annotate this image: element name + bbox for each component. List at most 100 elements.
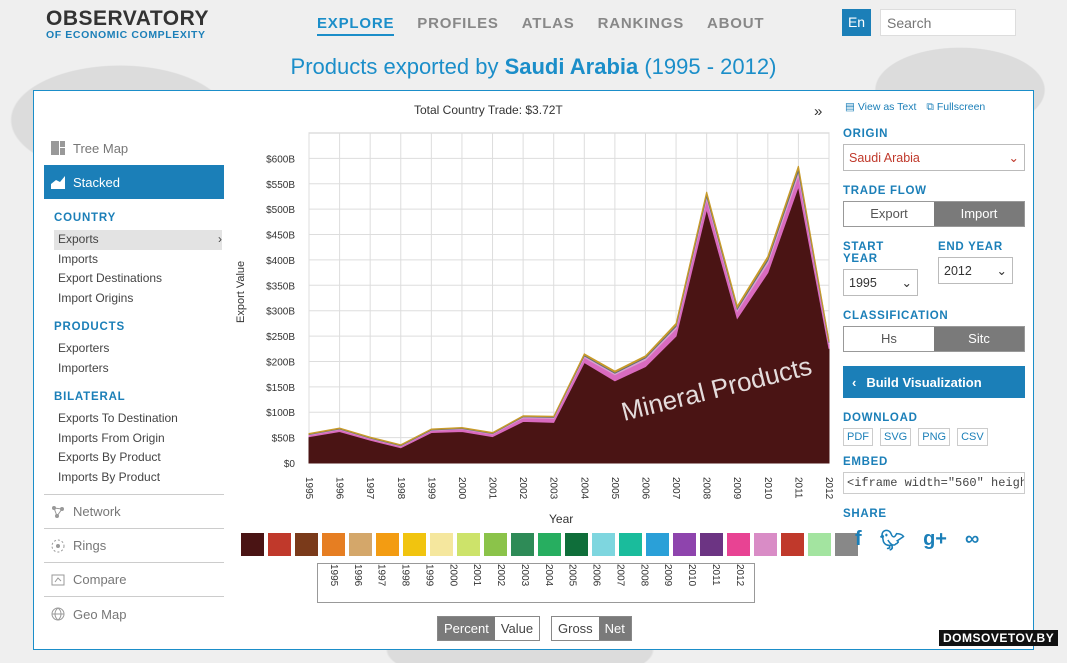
product-category-icon[interactable]	[295, 533, 318, 556]
google-plus-icon[interactable]: g+	[923, 528, 947, 550]
product-category-icon[interactable]	[808, 533, 831, 556]
download-png-button[interactable]: PNG	[918, 428, 951, 446]
twitter-icon[interactable]: 🐦︎	[879, 530, 906, 552]
rings-icon	[51, 539, 65, 552]
nav-about[interactable]: ABOUT	[707, 15, 765, 32]
download-pdf-button[interactable]: PDF	[843, 428, 873, 446]
x-tick-label: 2007	[670, 477, 681, 500]
timeline-year[interactable]: 1999	[423, 564, 435, 587]
fullscreen-link[interactable]: ⧉ Fullscreen	[926, 101, 985, 114]
sidebar-tree-map[interactable]: Tree Map	[44, 131, 224, 165]
facebook-icon[interactable]: f	[855, 528, 862, 550]
nav-explore[interactable]: EXPLORE	[317, 15, 395, 36]
link-exporters[interactable]: Exporters	[58, 341, 110, 355]
collapse-panel-icon[interactable]: »	[814, 103, 823, 120]
x-tick-label: 2004	[578, 477, 589, 500]
product-category-icon[interactable]	[592, 533, 615, 556]
embed-code-field[interactable]: <iframe width="560" heigh	[843, 472, 1025, 494]
timeline-year[interactable]: 1997	[375, 564, 387, 587]
timeline-year[interactable]: 2004	[542, 564, 554, 587]
link-exports[interactable]: Exports ›	[54, 230, 222, 250]
link-imports-from-origin[interactable]: Imports From Origin	[58, 430, 165, 445]
product-category-icon[interactable]	[268, 533, 291, 556]
timeline-year[interactable]: 2008	[638, 564, 650, 587]
import-button[interactable]: Import	[934, 202, 1024, 226]
product-category-icon[interactable]	[376, 533, 399, 556]
timeline-year[interactable]: 2007	[614, 564, 626, 587]
logo-subtitle: OF ECONOMIC COMPLEXITY	[46, 29, 206, 41]
nav-profiles[interactable]: PROFILES	[417, 15, 499, 32]
end-year-value: 2012	[944, 263, 972, 278]
link-imports[interactable]: Imports	[58, 251, 99, 266]
percent-button[interactable]: Percent	[438, 617, 495, 640]
product-category-icon[interactable]	[403, 533, 426, 556]
link-exports-by-product[interactable]: Exports By Product	[58, 450, 161, 464]
product-category-icon[interactable]	[646, 533, 669, 556]
timeline-year[interactable]: 2002	[495, 564, 507, 587]
search-input[interactable]	[880, 9, 1016, 36]
link-import-origins[interactable]: Import Origins	[58, 290, 134, 305]
product-category-icon[interactable]	[727, 533, 750, 556]
language-button[interactable]: En	[842, 9, 871, 36]
nav-rankings[interactable]: RANKINGS	[597, 15, 685, 32]
link-icon[interactable]: ∞	[964, 528, 980, 550]
product-category-icon[interactable]	[457, 533, 480, 556]
net-button[interactable]: Net	[598, 617, 631, 640]
product-category-icon[interactable]	[538, 533, 561, 556]
origin-select[interactable]: Saudi Arabia ⌄	[843, 144, 1025, 171]
timeline-year[interactable]: 2012	[733, 564, 745, 587]
timeline-year[interactable]: 2003	[518, 564, 530, 587]
product-category-icon[interactable]	[241, 533, 264, 556]
value-button[interactable]: Value	[500, 621, 534, 636]
timeline-year-selector[interactable]: 1995 1996 1997 1998 1999 2000 2001 2002 2003 2004…	[317, 563, 755, 603]
export-button[interactable]: Export	[870, 206, 908, 221]
end-year-select[interactable]: 2012 ⌄	[938, 257, 1013, 284]
sidebar-geo-map[interactable]: Geo Map	[44, 597, 224, 631]
sidebar-stacked[interactable]: Stacked	[44, 165, 224, 199]
start-year-select[interactable]: 1995 ⌄	[843, 269, 918, 296]
product-category-icon[interactable]	[673, 533, 696, 556]
product-category-icon[interactable]	[781, 533, 804, 556]
download-csv-button[interactable]: CSV	[957, 428, 988, 446]
product-category-icon[interactable]	[619, 533, 642, 556]
chevron-down-icon: ⌄	[901, 276, 912, 290]
link-export-destinations[interactable]: Export Destinations	[58, 271, 163, 285]
download-svg-button[interactable]: SVG	[880, 428, 912, 446]
product-category-icon[interactable]	[322, 533, 345, 556]
product-category-icon[interactable]	[484, 533, 507, 556]
sitc-button[interactable]: Sitc	[934, 327, 1024, 351]
hs-button[interactable]: Hs	[881, 331, 897, 346]
timeline-year[interactable]: 2006	[590, 564, 602, 587]
product-category-icon[interactable]	[349, 533, 372, 556]
product-category-icon[interactable]	[511, 533, 534, 556]
timeline-year[interactable]: 1996	[351, 564, 363, 587]
timeline-year[interactable]: 2005	[566, 564, 578, 587]
sidebar-rings[interactable]: Rings	[44, 529, 224, 563]
view-as-text-link[interactable]: ▤ View as Text	[845, 101, 916, 114]
link-exports-to-destination[interactable]: Exports To Destination	[58, 411, 178, 425]
product-category-icon[interactable]	[700, 533, 723, 556]
product-category-icon[interactable]	[430, 533, 453, 556]
timeline-year[interactable]: 1998	[399, 564, 411, 587]
product-category-icon[interactable]	[835, 533, 858, 556]
build-visualization-button[interactable]: ‹ Build Visualization	[843, 366, 1025, 398]
sidebar-rings-label: Rings	[73, 538, 107, 553]
gross-net-toggle: Gross Net	[551, 616, 632, 641]
product-category-icon[interactable]	[754, 533, 777, 556]
timeline-year[interactable]: 2000	[447, 564, 459, 587]
stacked-area-chart: $0 $50B $100B $150B $200B $250B $300B $350B $400…	[235, 132, 834, 526]
timeline-year[interactable]: 2011	[709, 564, 721, 586]
sidebar-compare[interactable]: Compare	[44, 563, 224, 597]
gross-button[interactable]: Gross	[558, 621, 593, 636]
timeline-year[interactable]: 2010	[686, 564, 698, 587]
product-category-icon[interactable]	[565, 533, 588, 556]
logo[interactable]: OBSERVATORY OF ECONOMIC COMPLEXITY	[46, 8, 209, 41]
nav-atlas[interactable]: ATLAS	[521, 15, 575, 32]
link-importers[interactable]: Importers	[58, 360, 109, 375]
link-imports-by-product[interactable]: Imports By Product	[58, 469, 161, 484]
sidebar-network[interactable]: Network	[44, 495, 224, 529]
trade-flow-toggle: Export Import	[843, 201, 1025, 227]
timeline-year[interactable]: 1995	[327, 564, 339, 587]
timeline-year[interactable]: 2009	[662, 564, 674, 587]
timeline-year[interactable]: 2001	[471, 564, 483, 587]
